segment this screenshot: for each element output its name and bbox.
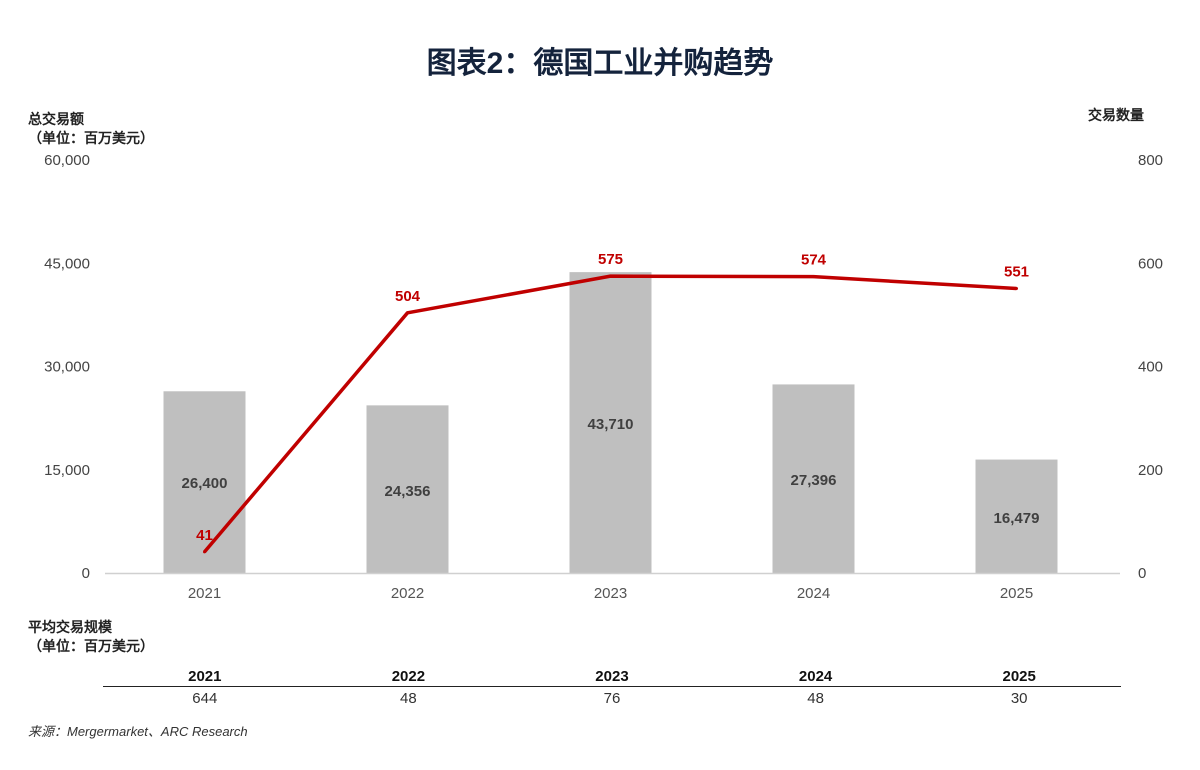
source-note: 来源：Mergermarket、ARC Research [28,724,248,739]
right-axis-tick-label: 800 [1138,152,1163,169]
table-header: 2023 [595,668,629,685]
left-axis-tick-label: 0 [82,565,90,582]
bar [975,459,1058,573]
bar-data-label: 43,710 [588,416,634,433]
right-axis-title: 交易数量 [1088,107,1144,123]
table-header: 2022 [391,668,426,685]
left-axis-tick-label: 45,000 [44,255,90,272]
line-point [1015,287,1018,291]
x-axis-tick-label: 2025 [1000,585,1033,602]
table-title-line1: 平均交易规模 [28,619,112,635]
average-deal-size-table: 2021 2022 2023 2024 2025 644 48 76 48 30 [103,668,1121,707]
right-axis-tick-label: 400 [1138,359,1163,376]
x-axis-tick-label: 2021 [188,585,221,602]
line-data-label: 575 [598,251,623,268]
left-axis-tick-label: 30,000 [44,359,90,376]
bar-data-label: 26,400 [182,475,228,492]
line-data-label: 551 [1004,264,1029,281]
line-point [203,550,206,554]
bar [163,391,246,573]
table-cell: 30 [1010,690,1028,707]
x-axis-tick-label: 2023 [594,585,627,602]
bar [569,272,652,573]
table-header: 2025 [1002,668,1036,685]
table-title: 平均交易规模 （单位：百万美元） [28,618,154,656]
table-cell: 76 [603,690,621,707]
table-title-line2: （单位：百万美元） [28,638,154,654]
bar [772,384,855,573]
table-header: 2024 [798,668,833,685]
x-axis-tick-label: 2022 [391,585,424,602]
right-axis-tick-label: 200 [1138,462,1163,479]
left-axis-title-line1: 总交易额 [28,111,84,127]
bar-data-label: 24,356 [385,483,431,500]
line-point [609,274,612,278]
bar [366,405,449,573]
x-axis-tick-label: 2024 [797,585,830,602]
table-cell: 48 [400,690,417,707]
line-point [812,275,815,279]
left-axis-title: 总交易额 （单位：百万美元） [28,110,154,148]
left-axis-tick-label: 60,000 [44,152,90,169]
left-axis-title-line2: （单位：百万美元） [28,130,154,146]
right-axis-tick-label: 0 [1138,565,1146,582]
line-data-label: 574 [801,252,827,269]
table-row: 644 48 76 48 30 [103,687,1121,707]
table-header-row: 2021 2022 2023 2024 2025 [103,668,1121,687]
left-axis-tick-label: 15,000 [44,462,90,479]
line-data-label: 504 [395,288,421,305]
chart-title: 图表2：德国工业并购趋势 [426,47,774,80]
bar-data-label: 27,396 [791,472,837,489]
chart-area: 0 15,000 30,000 45,000 60,000 0 200 400 600 800 20… [44,152,1163,602]
right-axis-tick-label: 600 [1138,255,1163,272]
table-cell: 644 [192,690,218,707]
table-cell: 48 [807,690,824,707]
line-point [406,311,409,315]
table-header: 2021 [188,668,222,685]
bar-data-label: 16,479 [994,510,1040,527]
line-data-label: 41 [196,527,213,544]
